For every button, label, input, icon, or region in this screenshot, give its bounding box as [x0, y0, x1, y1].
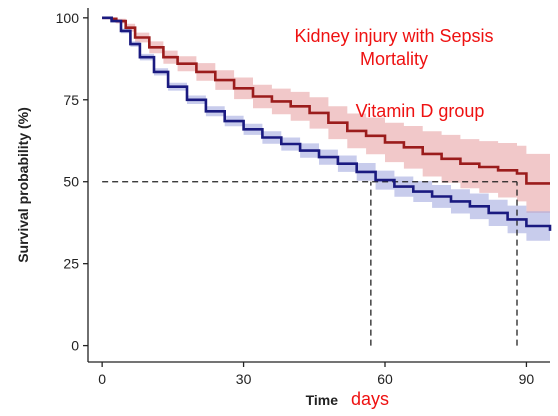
y-tick-label: 0	[71, 338, 79, 354]
annotation-title-line-2: Mortality	[360, 49, 428, 69]
x-ticks: 0 30 60 90	[98, 362, 534, 387]
survival-curve-0	[102, 16, 550, 185]
confidence-bands	[102, 17, 550, 246]
reference-lines	[102, 181, 518, 346]
y-tick-label: 75	[63, 92, 79, 108]
x-axis-unit-annotation: days	[351, 389, 389, 409]
y-ticks: 0 25 50 75 100	[56, 10, 88, 354]
x-axis-title: Time	[306, 392, 339, 408]
confidence-band-1	[102, 17, 550, 246]
y-tick-label: 25	[63, 256, 79, 272]
x-tick-label: 30	[236, 371, 252, 387]
annotation-vitamin-d-group: Vitamin D group	[356, 101, 485, 121]
x-tick-label: 60	[377, 371, 393, 387]
y-tick-label: 50	[63, 174, 79, 190]
y-tick-label: 100	[56, 10, 80, 26]
axes	[87, 8, 550, 363]
survival-curves	[102, 16, 552, 231]
survival-curve-1	[102, 16, 552, 231]
x-tick-label: 0	[98, 371, 106, 387]
x-tick-label: 90	[519, 371, 535, 387]
y-axis-title: Survival probability (%)	[15, 107, 31, 263]
annotation-title-line-1: Kidney injury with Sepsis	[294, 26, 493, 46]
confidence-band-0	[102, 17, 550, 213]
